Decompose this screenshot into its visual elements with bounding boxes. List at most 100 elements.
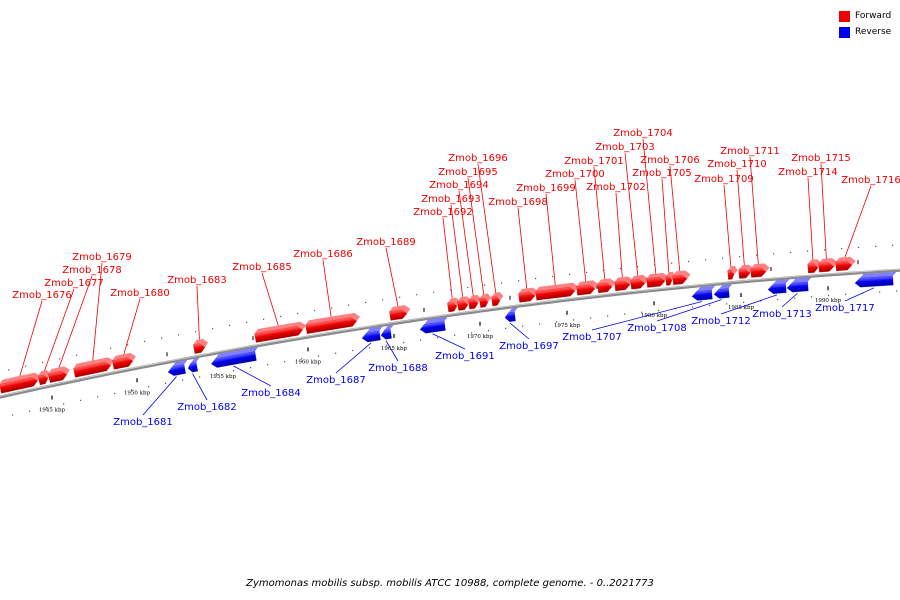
gene-label: Zmob_1678 xyxy=(62,265,122,276)
gene-label: Zmob_1716 xyxy=(841,175,900,186)
gene-zmob-1703[interactable] xyxy=(629,267,649,290)
tick-mark: 1945 kbp xyxy=(39,395,66,414)
gene-zmob-1677[interactable] xyxy=(36,365,52,386)
gene-label: Zmob_1710 xyxy=(707,159,767,170)
gene-label: Zmob_1693 xyxy=(421,194,481,205)
gene-label: Zmob_1709 xyxy=(694,174,754,185)
gene-zmob-1692[interactable] xyxy=(446,293,461,313)
reverse-swatch xyxy=(839,26,850,38)
gene-zmob-1710[interactable] xyxy=(738,259,755,279)
gene-label: Zmob_1684 xyxy=(241,388,301,399)
gene-zmob-1711[interactable] xyxy=(750,255,771,278)
gene-zmob-1708[interactable] xyxy=(713,277,734,299)
tick-label: 1990 kbp xyxy=(815,298,842,304)
gene-zmob-1696[interactable] xyxy=(490,288,504,307)
gene-zmob-1689[interactable] xyxy=(388,296,412,321)
gene-zmob-1685[interactable] xyxy=(250,297,308,343)
gene-zmob-1709[interactable] xyxy=(727,263,738,280)
gene-label: Zmob_1676 xyxy=(12,290,72,301)
gene-label: Zmob_1704 xyxy=(613,128,673,139)
gene-zmob-1693[interactable] xyxy=(456,291,472,311)
gene-label: Zmob_1694 xyxy=(429,180,489,191)
tick-mark: 1980 kbp xyxy=(641,301,668,319)
gene-label: Zmob_1707 xyxy=(562,332,622,343)
gene-zmob-1694[interactable] xyxy=(467,290,482,310)
legend-item-reverse: Reverse xyxy=(839,25,899,39)
gene-label: Zmob_1717 xyxy=(815,303,875,314)
gene-label: Zmob_1711 xyxy=(720,146,780,157)
gene-zmob-1681[interactable] xyxy=(165,352,190,377)
gene-label: Zmob_1681 xyxy=(113,417,173,428)
gene-zmob-1691[interactable] xyxy=(417,305,449,334)
gene-zmob-1702[interactable] xyxy=(613,268,634,292)
gene-zmob-1684[interactable] xyxy=(206,325,261,369)
gene-zmob-1706[interactable] xyxy=(672,263,692,285)
gene-label: Zmob_1695 xyxy=(438,167,498,178)
legend-item-forward: Forward xyxy=(839,9,899,23)
gene-label: Zmob_1677 xyxy=(44,278,104,289)
gene-label: Zmob_1702 xyxy=(586,182,646,193)
gene-label: Zmob_1699 xyxy=(516,183,576,194)
tick-mark: 1970 kbp xyxy=(467,321,494,340)
gene-label: Zmob_1701 xyxy=(564,156,624,167)
gene-zmob-1682[interactable] xyxy=(186,353,202,373)
legend: Forward Reverse xyxy=(839,9,899,41)
gene-zmob-1707[interactable] xyxy=(690,276,716,301)
gene-label: Zmob_1679 xyxy=(72,252,132,263)
gene-zmob-1697[interactable] xyxy=(503,303,519,323)
gene-zmob-1686[interactable] xyxy=(301,287,361,334)
tick-label: 1955 kbp xyxy=(210,374,237,380)
tick-label: 1960 kbp xyxy=(295,359,322,365)
tick-label: 1980 kbp xyxy=(641,313,668,319)
tick-mark: 1975 kbp xyxy=(554,310,581,329)
gene-label: Zmob_1696 xyxy=(448,153,508,164)
gene-zmob-1680[interactable] xyxy=(110,342,138,370)
tick-mark: 1965 kbp xyxy=(381,333,408,352)
gene-zmob-1695[interactable] xyxy=(478,289,492,308)
gene-zmob-1683[interactable] xyxy=(192,333,210,354)
gene-zmob-1699[interactable] xyxy=(533,263,580,301)
gene-zmob-1701[interactable] xyxy=(596,271,616,294)
gene-zmob-1700[interactable] xyxy=(575,271,599,296)
legend-label: Reverse xyxy=(855,27,892,37)
gene-zmob-1679[interactable] xyxy=(69,338,116,378)
gene-zmob-1704[interactable] xyxy=(645,263,669,288)
gene-zmob-1714[interactable] xyxy=(807,254,822,274)
tick-label: 1945 kbp xyxy=(39,408,66,414)
gene-label: Zmob_1685 xyxy=(232,262,292,273)
gene-label: Zmob_1689 xyxy=(356,237,416,248)
tick-mark: 1990 kbp xyxy=(815,286,842,304)
tick-mark: 1985 kbp xyxy=(728,293,755,311)
tick-label: 1975 kbp xyxy=(554,323,581,329)
gene-label: Zmob_1692 xyxy=(413,207,473,218)
gene-label: Zmob_1713 xyxy=(752,309,812,320)
gene-zmob-1676[interactable] xyxy=(0,353,42,394)
gene-zmob-1698[interactable] xyxy=(517,279,539,303)
gene-zmob-1715[interactable] xyxy=(818,250,838,273)
gene-label: Zmob_1712 xyxy=(691,316,751,327)
gene-label: Zmob_1708 xyxy=(627,323,687,334)
gene-zmob-1688[interactable] xyxy=(379,320,396,340)
legend-label: Forward xyxy=(855,11,892,21)
tick-mark: 1950 kbp xyxy=(124,378,151,396)
gene-zmob-1687[interactable] xyxy=(359,318,384,343)
gene-label: Zmob_1714 xyxy=(778,167,838,178)
gene-label: Zmob_1680 xyxy=(110,288,170,299)
genome-caption: Zymomonas mobilis subsp. mobilis ATCC 10… xyxy=(246,578,654,589)
chromosome-backbone xyxy=(0,268,900,399)
gene-zmob-1712[interactable] xyxy=(767,270,791,294)
gene-zmob-1717[interactable] xyxy=(853,253,897,288)
tick-mark: 1960 kbp xyxy=(295,347,322,365)
gene-label: Zmob_1683 xyxy=(167,275,227,286)
gene-features xyxy=(0,249,897,394)
gene-zmob-1678[interactable] xyxy=(46,357,72,383)
gene-label: Zmob_1686 xyxy=(293,249,353,260)
tick-label: 1965 kbp xyxy=(381,346,408,352)
gene-zmob-1716[interactable] xyxy=(835,249,856,272)
gene-label: Zmob_1688 xyxy=(368,363,428,374)
gene-label: Zmob_1705 xyxy=(632,168,692,179)
tick-label: 1970 kbp xyxy=(467,334,494,340)
gene-label: Zmob_1703 xyxy=(595,142,655,153)
gene-zmob-1713[interactable] xyxy=(786,267,813,293)
forward-swatch xyxy=(839,10,850,22)
